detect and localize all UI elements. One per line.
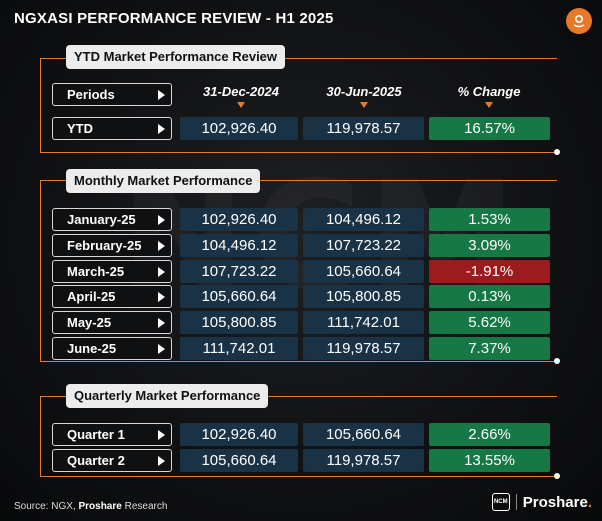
monthly-end-value: 105,660.64	[303, 259, 424, 283]
brand-divider	[515, 494, 517, 510]
quarterly-end-value: 119,978.57	[303, 448, 424, 472]
triangle-down-icon	[360, 102, 368, 108]
monthly-start-value: 105,660.64	[180, 285, 298, 309]
ytd-bracket	[40, 58, 560, 155]
source-brand: Proshare	[78, 501, 122, 512]
monthly-row-label-text: April-25	[67, 289, 116, 305]
monthly-start-value: 102,926.40	[180, 208, 298, 231]
monthly-row-label-text: January-25	[67, 212, 136, 227]
brand-name-text: Proshare	[522, 493, 588, 511]
ytd-row-label-text: YTD	[67, 121, 93, 136]
arrow-right-icon	[158, 266, 165, 277]
monthly-section-header: Monthly Market Performance	[66, 169, 261, 193]
arrow-right-icon	[158, 215, 165, 225]
monthly-change-value: 3.09%	[429, 233, 550, 257]
monthly-change-value: 7.37%	[429, 337, 550, 360]
monthly-start-value: 111,742.01	[180, 337, 298, 360]
arrow-right-icon	[158, 124, 165, 134]
monthly-end-value: 111,742.01	[303, 311, 424, 335]
periods-label: Periods	[52, 83, 172, 106]
monthly-start-value: 104,496.12	[180, 233, 298, 257]
quarterly-row-label: Quarter 2	[52, 448, 172, 472]
brand-logo: NCM Proshare.	[491, 493, 592, 511]
arrow-right-icon	[158, 90, 165, 100]
monthly-row-label-text: May-25	[67, 315, 112, 331]
monthly-change-value: 5.62%	[429, 311, 550, 335]
monthly-row-label-text: June-25	[67, 341, 117, 356]
ytd-end-value: 119,978.57	[303, 117, 424, 140]
monthly-row-label: February-25	[52, 233, 172, 257]
monthly-row-label-text: February-25	[67, 237, 142, 253]
arrow-right-icon	[158, 318, 165, 329]
monthly-bracket	[40, 180, 560, 364]
monthly-start-value: 105,800.85	[180, 311, 298, 335]
arrow-right-icon	[158, 455, 165, 466]
col-header-end: 30-Jun-2025	[303, 84, 425, 108]
monthly-end-value: 119,978.57	[303, 337, 424, 360]
quarterly-section-header: Quarterly Market Performance	[66, 384, 269, 408]
col-header-end-label: 30-Jun-2025	[326, 84, 402, 99]
col-header-start: 31-Dec-2024	[180, 84, 302, 108]
monthly-change-value: 0.13%	[429, 285, 550, 309]
col-header-change: % Change	[428, 84, 550, 108]
monthly-row-label: April-25	[52, 285, 172, 309]
monthly-row-label: January-25	[52, 208, 172, 231]
brand-dot: .	[587, 493, 592, 511]
monthly-change-value: -1.91%	[429, 259, 550, 283]
monthly-row-label: June-25	[52, 337, 172, 360]
arrow-right-icon	[158, 292, 165, 303]
quarterly-row-label: Quarter 1	[52, 423, 172, 446]
monthly-row-label: March-25	[52, 259, 172, 283]
col-header-change-label: % Change	[457, 84, 521, 99]
arrow-right-icon	[158, 240, 165, 251]
monthly-change-value: 1.53%	[429, 208, 550, 231]
ytd-start-value: 102,926.40	[180, 117, 298, 140]
monthly-end-value: 107,723.22	[303, 233, 424, 257]
brand-name: Proshare.	[523, 494, 592, 511]
triangle-down-icon	[485, 102, 493, 108]
monthly-row-label-text: March-25	[67, 263, 125, 279]
quarterly-end-value: 105,660.64	[303, 423, 424, 446]
monthly-start-value: 107,723.22	[180, 259, 298, 283]
ytd-change-value: 16.57%	[429, 117, 550, 140]
page-title: NGXASI PERFORMANCE REVIEW - H1 2025	[14, 10, 334, 27]
col-header-start-label: 31-Dec-2024	[203, 84, 279, 99]
source-suffix: Research	[121, 501, 168, 512]
ytd-row-label: YTD	[52, 117, 172, 140]
triangle-down-icon	[237, 102, 245, 108]
quarterly-row-label-text: Quarter 1	[67, 427, 125, 442]
source-note: Source: NGX, Proshare Research	[14, 501, 167, 512]
ytd-section-header: YTD Market Performance Review	[66, 45, 286, 69]
quarterly-change-value: 13.55%	[429, 448, 550, 472]
quarterly-start-value: 105,660.64	[180, 448, 298, 472]
proshare-logo-icon	[566, 8, 592, 34]
monthly-end-value: 105,800.85	[303, 285, 424, 309]
periods-label-text: Periods	[67, 87, 115, 102]
monthly-end-value: 104,496.12	[303, 208, 424, 231]
arrow-right-icon	[158, 430, 165, 440]
quarterly-bracket	[40, 396, 560, 479]
ncm-badge-icon: NCM	[491, 493, 510, 511]
source-prefix: Source: NGX,	[14, 501, 79, 512]
quarterly-start-value: 102,926.40	[180, 423, 298, 446]
monthly-row-label: May-25	[52, 311, 172, 335]
quarterly-change-value: 2.66%	[429, 423, 550, 446]
arrow-right-icon	[158, 344, 165, 354]
quarterly-row-label-text: Quarter 2	[67, 452, 125, 468]
